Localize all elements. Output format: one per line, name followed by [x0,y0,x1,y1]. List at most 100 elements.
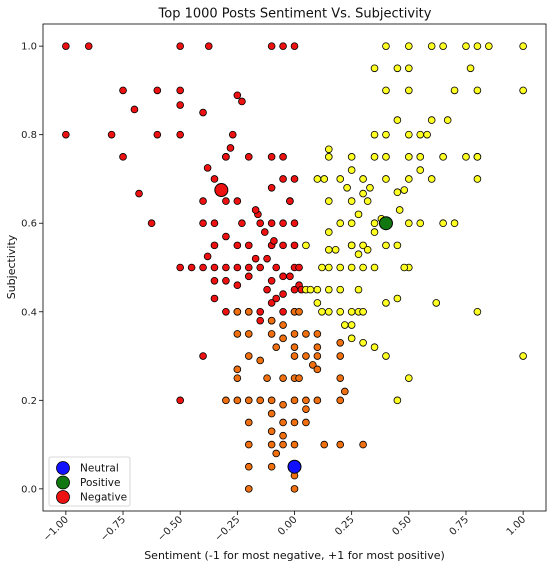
data-point-low_subjectivity [302,396,310,405]
data-point-negative [238,219,246,228]
data-point-negative [176,396,184,405]
data-point-low_subjectivity [279,400,287,409]
data-point-negative [199,263,207,272]
data-point-low_subjectivity [290,396,299,405]
data-point-positive [318,263,326,272]
data-point-low_subjectivity [272,343,281,351]
data-point-positive [393,294,402,303]
data-point-positive [382,42,390,50]
data-point-low_subjectivity [295,374,303,382]
data-point-positive [359,307,367,316]
data-point-negative [187,263,196,272]
data-point-low_subjectivity [233,374,242,382]
data-point-positive [473,42,482,50]
data-point-negative [119,86,127,95]
legend-label-positive: Positive [80,477,120,489]
data-point-positive [347,241,356,250]
data-point-low_subjectivity [313,396,322,405]
data-point-negative [286,197,294,205]
data-point-positive [439,219,447,228]
data-point-positive [405,86,413,95]
data-point-negative [244,272,253,281]
data-point-positive [382,153,390,161]
data-point-positive [473,175,482,183]
data-point-positive [347,307,356,316]
legend-label-neutral: Neutral [80,463,119,475]
data-point-positive [347,166,356,174]
data-point-positive [382,299,390,307]
data-point-positive [347,321,356,329]
data-point-low_subjectivity [295,307,303,316]
data-point-low_subjectivity [256,396,265,405]
data-point-low_subjectivity [267,462,276,471]
data-point-positive [347,153,356,161]
data-point-negative [279,219,287,228]
data-point-positive [354,210,363,219]
data-point-negative [290,219,299,228]
data-point-positive [347,197,356,205]
data-point-negative [199,219,207,228]
data-point-low_subjectivity [267,330,276,338]
data-point-low_subjectivity [263,374,271,382]
data-point-negative [204,42,213,50]
data-point-low_subjectivity [244,440,253,449]
y-tick-label: 1.0 [21,42,37,53]
data-point-positive [306,285,315,294]
data-point-negative [222,153,230,161]
data-point-negative [238,97,246,106]
data-point-negative [244,241,253,250]
data-point-positive [370,228,379,236]
data-point-positive [324,285,333,294]
data-point-positive [395,206,404,214]
data-point-positive [363,197,372,205]
data-point-negative [267,42,276,50]
data-point-positive [313,175,322,183]
data-point-low_subjectivity [336,440,345,449]
data-point-low_subjectivity [279,440,287,449]
data-point-positive [324,307,333,316]
data-point-positive [370,219,379,228]
data-point-low_subjectivity [336,352,345,360]
data-point-negative [279,290,287,298]
data-point-positive [382,175,390,183]
data-point-negative [107,130,116,139]
data-point-low_subjectivity [279,374,287,382]
data-point-negative [233,241,242,250]
data-point-negative [147,219,156,228]
legend-marker-positive [56,475,70,490]
data-point-low_subjectivity [244,307,253,316]
data-point-positive [320,175,329,183]
data-point-negative [244,263,253,272]
data-point-positive [382,86,390,95]
data-point-positive [393,241,402,250]
data-point-positive [443,116,452,124]
data-point-negative [279,175,287,183]
y-tick-label: 0.2 [21,396,37,407]
data-point-negative [290,241,299,250]
data-point-positive [405,374,413,382]
y-tick-label: 0.4 [21,307,37,318]
data-point-negative [153,86,162,95]
data-point-positive [405,64,413,73]
data-point-low_subjectivity [290,440,299,449]
data-point-negative [210,276,219,285]
data-point-positive [405,130,413,139]
data-point-positive [324,197,333,205]
data-point-low_subjectivity [267,409,276,418]
data-point-positive [336,219,345,228]
data-point-negative [256,219,265,228]
centroid-neutral [287,459,302,474]
legend-label-negative: Negative [80,492,127,504]
data-point-positive [359,263,367,272]
data-point-negative [233,263,242,272]
data-point-positive [416,130,425,139]
data-point-negative [270,237,278,245]
data-point-low_subjectivity [272,449,281,458]
data-point-negative [222,263,230,272]
data-point-low_subjectivity [290,418,299,427]
data-point-negative [263,285,271,294]
data-point-negative [119,153,127,161]
data-point-negative [210,294,219,303]
data-point-negative [210,241,219,250]
